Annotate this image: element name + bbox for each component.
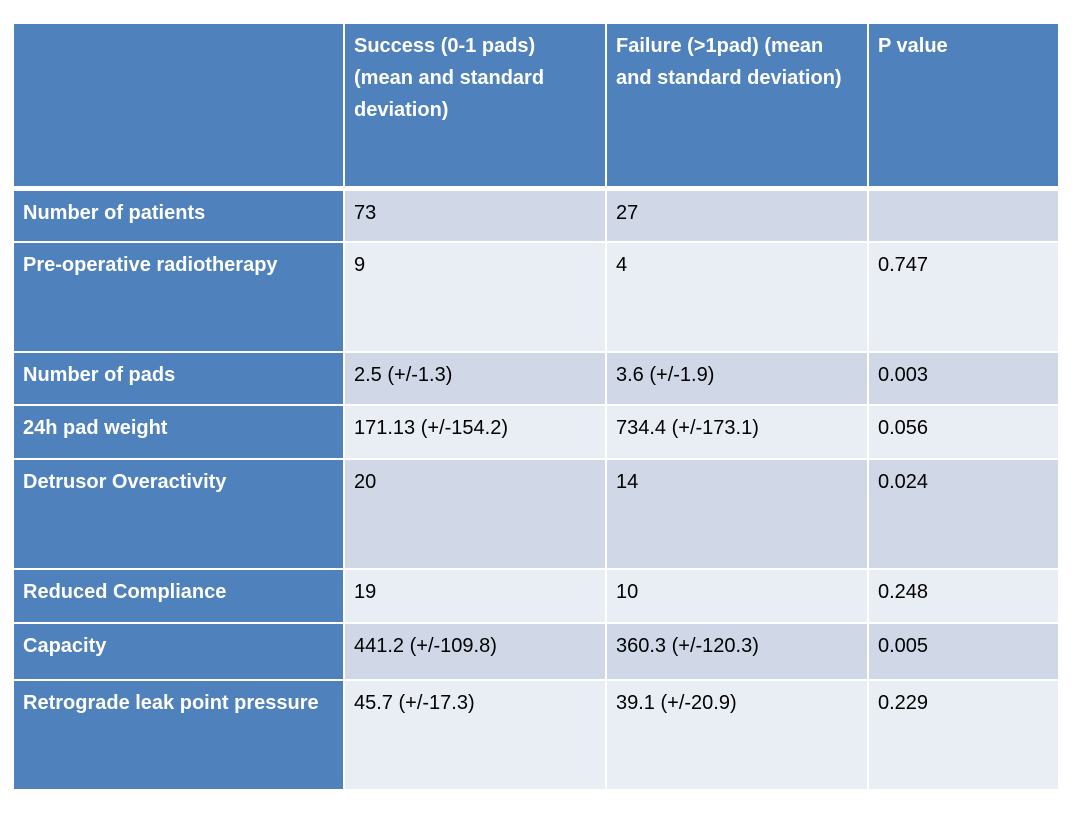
row-label: Number of pads	[12, 351, 345, 406]
cell-p-value: 0.003	[867, 351, 1060, 406]
row-label: Detrusor Overactivity	[12, 458, 345, 570]
header-success: Success (0-1 pads) (mean and standard de…	[343, 22, 607, 191]
cell-failure: 360.3 (+/-120.3)	[605, 622, 869, 681]
header-p-value: P value	[867, 22, 1060, 191]
results-table: Success (0-1 pads) (mean and standard de…	[12, 22, 1060, 791]
cell-p-value	[867, 187, 1060, 243]
cell-failure: 27	[605, 187, 869, 243]
cell-success: 9	[343, 241, 607, 353]
table-row: 24h pad weight 171.13 (+/-154.2) 734.4 (…	[12, 404, 1060, 460]
cell-p-value: 0.024	[867, 458, 1060, 570]
row-label: 24h pad weight	[12, 404, 345, 460]
table-row: Pre-operative radiotherapy 9 4 0.747	[12, 241, 1060, 353]
cell-p-value: 0.229	[867, 679, 1060, 791]
cell-p-value: 0.747	[867, 241, 1060, 353]
table-row: Retrograde leak point pressure 45.7 (+/-…	[12, 679, 1060, 791]
cell-failure: 3.6 (+/-1.9)	[605, 351, 869, 406]
row-label: Number of patients	[12, 187, 345, 243]
cell-failure: 734.4 (+/-173.1)	[605, 404, 869, 460]
row-label: Retrograde leak point pressure	[12, 679, 345, 791]
cell-p-value: 0.248	[867, 568, 1060, 624]
cell-success: 20	[343, 458, 607, 570]
cell-failure: 39.1 (+/-20.9)	[605, 679, 869, 791]
cell-success: 2.5 (+/-1.3)	[343, 351, 607, 406]
table-row: Reduced Compliance 19 10 0.248	[12, 568, 1060, 624]
header-failure: Failure (>1pad) (mean and standard devia…	[605, 22, 869, 191]
header-blank-cell	[12, 22, 345, 191]
cell-success: 19	[343, 568, 607, 624]
cell-failure: 10	[605, 568, 869, 624]
row-label: Pre-operative radiotherapy	[12, 241, 345, 353]
row-label: Reduced Compliance	[12, 568, 345, 624]
header-row: Success (0-1 pads) (mean and standard de…	[12, 22, 1060, 191]
cell-success: 45.7 (+/-17.3)	[343, 679, 607, 791]
table-row: Number of patients 73 27	[12, 187, 1060, 243]
table-row: Detrusor Overactivity 20 14 0.024	[12, 458, 1060, 570]
table-row: Number of pads 2.5 (+/-1.3) 3.6 (+/-1.9)…	[12, 351, 1060, 406]
cell-p-value: 0.005	[867, 622, 1060, 681]
cell-p-value: 0.056	[867, 404, 1060, 460]
cell-failure: 4	[605, 241, 869, 353]
table-row: Capacity 441.2 (+/-109.8) 360.3 (+/-120.…	[12, 622, 1060, 681]
cell-success: 441.2 (+/-109.8)	[343, 622, 607, 681]
row-label: Capacity	[12, 622, 345, 681]
cell-success: 73	[343, 187, 607, 243]
cell-failure: 14	[605, 458, 869, 570]
cell-success: 171.13 (+/-154.2)	[343, 404, 607, 460]
